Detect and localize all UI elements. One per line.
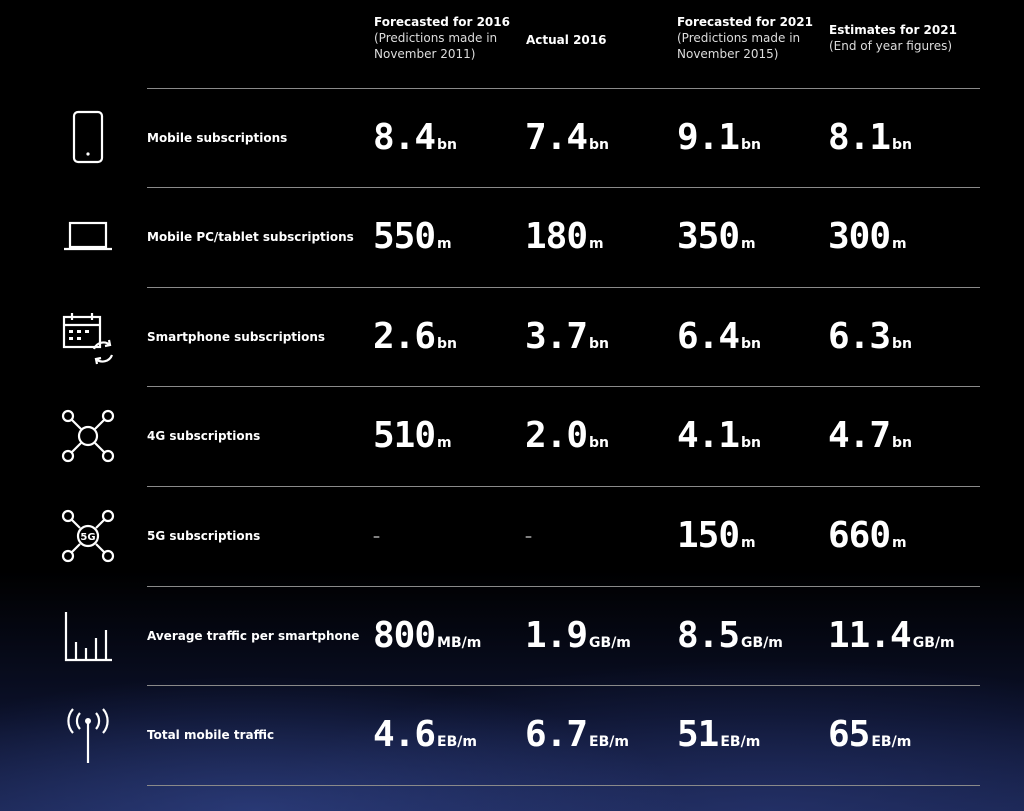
- table-row-4g-subscriptions: 4G subscriptions 510 m 2.0 bn 4.1 bn 4.7 bn: [0, 387, 1024, 486]
- value-cell: 7.4 bn: [525, 117, 610, 158]
- row-label: Mobile subscriptions: [147, 131, 288, 145]
- value-cell: –: [525, 529, 532, 545]
- antenna-icon: [60, 707, 116, 763]
- row-divider: [147, 486, 980, 487]
- value-cell: 350 m: [677, 216, 756, 257]
- table-row-mobile-subscriptions: Mobile subscriptions 8.4 bn 7.4 bn 9.1 bn 8…: [0, 89, 1024, 188]
- row-divider: [147, 287, 980, 288]
- row-divider: [147, 386, 980, 387]
- value-cell: 150 m: [677, 515, 756, 556]
- value-cell: 4.6 EB/m: [373, 714, 477, 755]
- column-title: Estimates for 2021: [829, 23, 957, 37]
- value-cell: 180 m: [525, 216, 604, 257]
- value-cell: 11.4 GB/m: [828, 615, 955, 656]
- value-cell: 660 m: [828, 515, 907, 556]
- value-cell: 2.0 bn: [525, 415, 610, 456]
- 5g-network-icon: 5G: [60, 508, 116, 564]
- laptop-icon: [60, 209, 116, 265]
- column-header-forecast-2016: Forecasted for 2016 (Predictions made in…: [374, 14, 510, 62]
- value-cell: 8.5 GB/m: [677, 615, 783, 656]
- table-row-5g-subscriptions: 5G 5G subscriptions – – 150 m 660 m: [0, 487, 1024, 586]
- row-divider: [147, 685, 980, 686]
- column-header-forecast-2021: Forecasted for 2021 (Predictions made in…: [677, 14, 813, 62]
- value-cell: 6.4 bn: [677, 316, 762, 357]
- value-cell: 8.1 bn: [828, 117, 913, 158]
- row-divider: [147, 785, 980, 786]
- value-cell: –: [373, 529, 380, 545]
- row-label: Average traffic per smartphone: [147, 629, 360, 643]
- value-cell: 9.1 bn: [677, 117, 762, 158]
- value-cell: 550 m: [373, 216, 452, 257]
- column-header-actual-2016: Actual 2016: [526, 32, 606, 48]
- 5g-icon-text: 5G: [80, 532, 95, 543]
- value-cell: 6.7 EB/m: [525, 714, 629, 755]
- table-row-average-traffic: Average traffic per smartphone 800 MB/m 1…: [0, 587, 1024, 686]
- row-label: 5G subscriptions: [147, 529, 261, 543]
- bar-chart-icon: [60, 608, 116, 664]
- value-cell: 51 EB/m: [677, 714, 761, 755]
- row-label: Smartphone subscriptions: [147, 330, 326, 344]
- column-title: Actual 2016: [526, 33, 607, 47]
- value-cell: 65 EB/m: [828, 714, 912, 755]
- row-label: Total mobile traffic: [147, 728, 275, 742]
- network-hub-icon: [60, 408, 116, 464]
- value-cell: 4.7 bn: [828, 415, 913, 456]
- value-cell: 2.6 bn: [373, 316, 458, 357]
- row-divider: [147, 88, 980, 89]
- value-cell: 300 m: [828, 216, 907, 257]
- column-subtitle: (Predictions made in November 2011): [374, 31, 498, 61]
- row-label: 4G subscriptions: [147, 429, 261, 443]
- value-cell: 6.3 bn: [828, 316, 913, 357]
- column-title: Forecasted for 2021: [677, 15, 813, 29]
- value-cell: 510 m: [373, 415, 452, 456]
- mobile-phone-icon: [60, 110, 116, 166]
- table-row-smartphone-subscriptions: Smartphone subscriptions 2.6 bn 3.7 bn 6.4…: [0, 288, 1024, 387]
- column-header-estimates-2021: Estimates for 2021 (End of year figures): [829, 22, 957, 54]
- value-cell: 800 MB/m: [373, 615, 482, 656]
- row-label: Mobile PC/tablet subscriptions: [147, 230, 354, 244]
- table-row-mobile-pc-tablet: Mobile PC/tablet subscriptions 550 m 180 m…: [0, 188, 1024, 287]
- value-cell: 4.1 bn: [677, 415, 762, 456]
- column-subtitle: (End of year figures): [829, 39, 953, 53]
- value-cell: 3.7 bn: [525, 316, 610, 357]
- calendar-sync-icon: [60, 309, 116, 365]
- column-subtitle: (Predictions made in November 2015): [677, 31, 801, 61]
- row-divider: [147, 187, 980, 188]
- table-row-total-mobile-traffic: Total mobile traffic 4.6 EB/m 6.7 EB/m 51 E…: [0, 686, 1024, 785]
- value-cell: 8.4 bn: [373, 117, 458, 158]
- row-divider: [147, 586, 980, 587]
- value-cell: 1.9 GB/m: [525, 615, 631, 656]
- column-title: Forecasted for 2016: [374, 15, 510, 29]
